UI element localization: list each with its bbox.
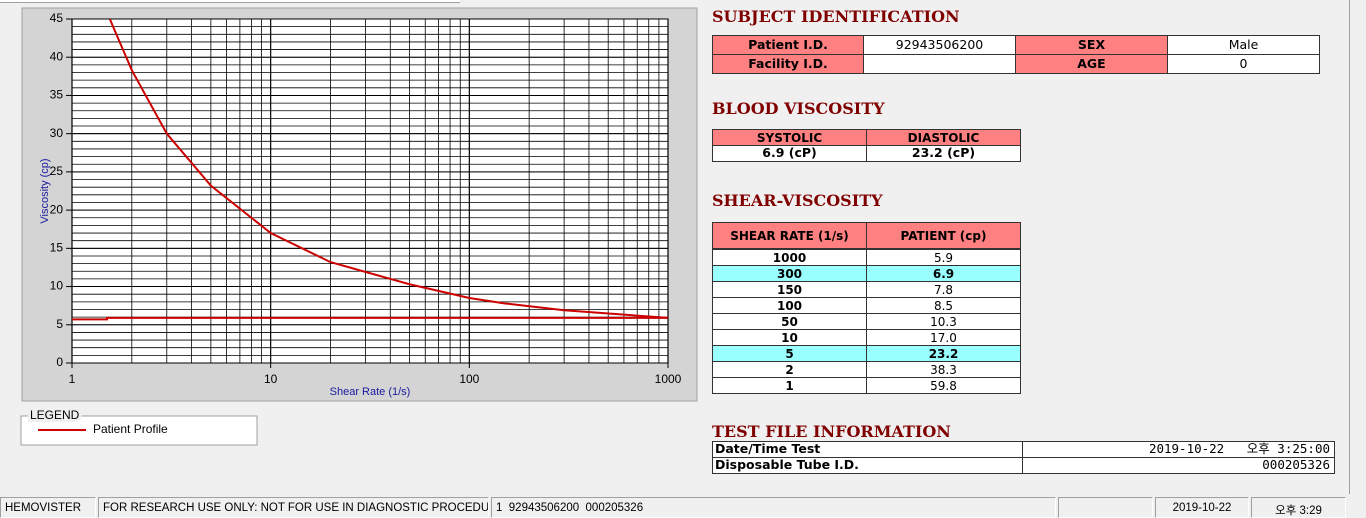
table-cell: 50 xyxy=(712,313,867,330)
table-cell: 1000 xyxy=(712,249,867,266)
table-cell: 5 xyxy=(712,345,867,362)
table-cell: Disposable Tube I.D. xyxy=(712,457,1023,474)
x-tick-label: 10 xyxy=(264,372,278,386)
section-title: BLOOD VISCOSITY xyxy=(712,99,885,118)
tab-strip xyxy=(0,0,460,3)
table-cell: 38.3 xyxy=(866,361,1021,378)
table-cell: 92943506200 xyxy=(863,35,1016,55)
table-cell: 6.9 xyxy=(866,265,1021,282)
series-line xyxy=(108,18,669,319)
table-cell: PATIENT (cp) xyxy=(866,222,1021,249)
table-cell xyxy=(863,54,1016,74)
y-tick-label: 35 xyxy=(50,88,64,102)
y-tick-label: 40 xyxy=(50,49,64,63)
legend-label: Patient Profile xyxy=(93,422,168,436)
x-axis-title: Shear Rate (1/s) xyxy=(330,386,411,398)
plot-area xyxy=(72,19,668,363)
table-cell: 1 xyxy=(712,377,867,394)
table-cell: 300 xyxy=(712,265,867,282)
y-tick-label: 10 xyxy=(50,279,64,293)
table-cell: 8.5 xyxy=(866,297,1021,314)
series-line xyxy=(72,316,668,321)
table-cell: SHEAR RATE (1/s) xyxy=(712,222,867,249)
status-cell: HEMOVISTER xyxy=(0,497,96,518)
table-cell: 2019-10-22 오후 3:25:00 xyxy=(1022,441,1335,458)
status-cell: FOR RESEARCH USE ONLY: NOT FOR USE IN DI… xyxy=(98,497,489,518)
table-cell: 17.0 xyxy=(866,329,1021,346)
table-cell: DIASTOLIC xyxy=(866,129,1021,146)
table-cell: 23.2 (cP) xyxy=(866,145,1021,162)
table-cell: Facility I.D. xyxy=(712,54,864,74)
table-cell: SEX xyxy=(1015,35,1168,55)
status-cell: 1 92943506200 000205326 xyxy=(491,497,1056,518)
y-tick-label: 30 xyxy=(50,126,64,140)
table-cell: SYSTOLIC xyxy=(712,129,867,146)
status-cell: 오후 3:29 xyxy=(1251,497,1346,518)
table-cell: Male xyxy=(1167,35,1320,55)
table-cell: 59.8 xyxy=(866,377,1021,394)
table-cell: 2 xyxy=(712,361,867,378)
y-tick-label: 0 xyxy=(56,355,63,369)
table-cell: 0 xyxy=(1167,54,1320,74)
y-tick-label: 5 xyxy=(56,317,63,331)
table-cell: 23.2 xyxy=(866,345,1021,362)
section-title: SUBJECT IDENTIFICATION xyxy=(712,7,960,26)
status-cell xyxy=(1058,497,1153,518)
section-title: TEST FILE INFORMATION xyxy=(712,422,951,441)
table-cell: Patient I.D. xyxy=(712,35,864,55)
table-cell: 5.9 xyxy=(866,249,1021,266)
plot-frame xyxy=(71,18,669,364)
table-cell: 000205326 xyxy=(1022,457,1335,474)
x-tick-label: 1000 xyxy=(655,372,682,386)
divider xyxy=(1349,0,1350,494)
table-cell: 10 xyxy=(712,329,867,346)
y-axis-title: Viscosity (cp) xyxy=(39,158,51,223)
y-tick-label: 45 xyxy=(50,11,64,25)
legend-title: LEGEND xyxy=(30,408,80,422)
table-cell: 10.3 xyxy=(866,313,1021,330)
table-cell: AGE xyxy=(1015,54,1168,74)
chart: 0 5 10 15 20 25 30 35 40 45 1 10 100 1000 Shear Rate (… xyxy=(20,7,698,446)
table-cell: 7.8 xyxy=(866,281,1021,298)
section-title: SHEAR-VISCOSITY xyxy=(712,191,883,210)
y-tick-label: 20 xyxy=(50,202,64,216)
y-tick-label: 15 xyxy=(50,241,64,255)
x-tick-label: 1 xyxy=(69,372,76,386)
y-tick-label: 25 xyxy=(50,164,64,178)
x-tick-label: 100 xyxy=(459,372,479,386)
table-cell: 6.9 (cP) xyxy=(712,145,867,162)
table-cell: Date/Time Test xyxy=(712,441,1023,458)
table-cell: 100 xyxy=(712,297,867,314)
table-cell: 150 xyxy=(712,281,867,298)
status-cell: 2019-10-22 xyxy=(1155,497,1249,518)
